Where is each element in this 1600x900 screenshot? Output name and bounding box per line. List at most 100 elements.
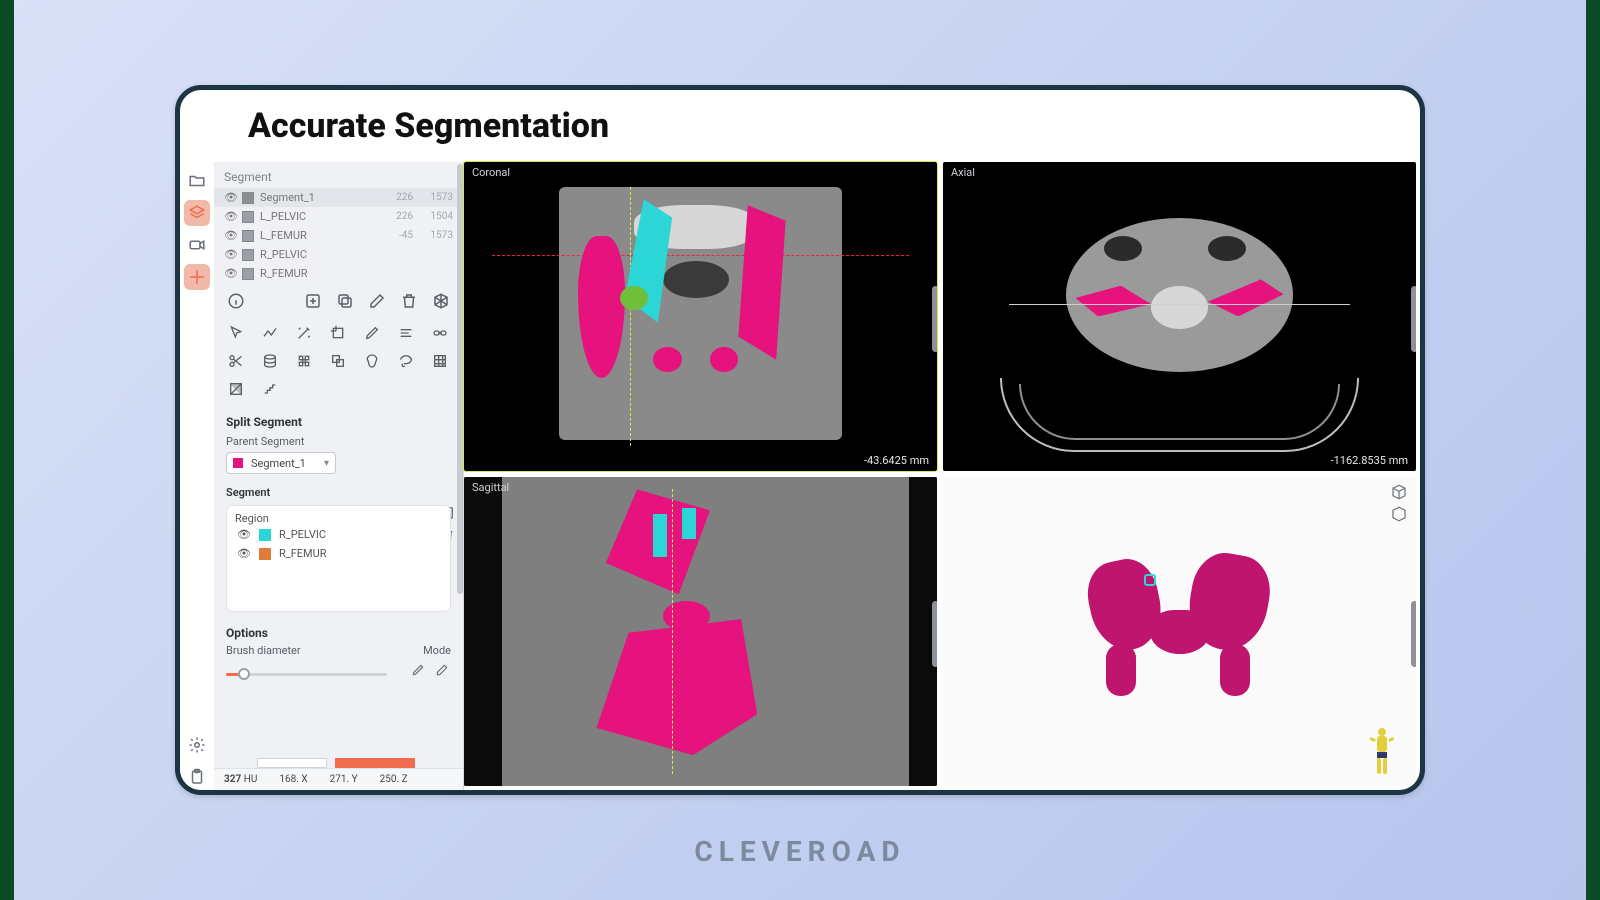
- segment-row[interactable]: 👁 Segment_1 226 1573: [214, 188, 463, 207]
- ct-artwork: [943, 162, 1416, 471]
- blob-icon[interactable]: [362, 351, 382, 371]
- view-scrollbar[interactable]: [932, 286, 937, 352]
- gear-icon[interactable]: [184, 732, 210, 758]
- segment-name: R_PELVIC: [260, 248, 373, 261]
- segment-toolbar: [214, 283, 463, 319]
- pelvis-3d: [1080, 540, 1280, 710]
- segment-row[interactable]: 👁 L_FEMUR -45 1573: [214, 226, 463, 245]
- eye-icon[interactable]: 👁: [224, 229, 236, 242]
- eye-icon[interactable]: 👁: [237, 528, 251, 541]
- tool-grid: [214, 319, 463, 407]
- clipboard-icon[interactable]: [184, 764, 210, 790]
- info-icon[interactable]: [226, 291, 246, 311]
- brand-watermark: CLEVEROAD: [0, 835, 1600, 868]
- segment-row[interactable]: 👁 L_PELVIC 226 1504: [214, 207, 463, 226]
- swatch: [259, 529, 271, 541]
- parent-segment-select[interactable]: Segment_1 ▾: [226, 452, 336, 474]
- viewer-grid: Coronal -43.6425 mm: [464, 162, 1420, 790]
- crosshair-icon[interactable]: [184, 264, 210, 290]
- view-cube[interactable]: [1390, 483, 1408, 523]
- view-label: Coronal: [472, 166, 510, 179]
- swatch: [259, 548, 271, 560]
- dup-layer-icon[interactable]: [328, 351, 348, 371]
- mesh-icon[interactable]: [431, 291, 451, 311]
- segment-row[interactable]: 👁 R_PELVIC: [214, 245, 463, 264]
- status-bar: 327 HU 168. X 271. Y 250. Z: [214, 768, 463, 790]
- puzzle-icon[interactable]: [294, 351, 314, 371]
- copy-icon[interactable]: [335, 291, 355, 311]
- status-hu: 327: [224, 774, 241, 785]
- stairs-icon[interactable]: [260, 379, 280, 399]
- device-frame: Accurate Segmentation: [175, 85, 1425, 795]
- segment-val-a: -45: [379, 230, 413, 241]
- ct-artwork: [464, 162, 937, 471]
- eye-icon[interactable]: 👁: [224, 210, 236, 223]
- eraser-icon[interactable]: [435, 663, 449, 677]
- polyline-icon[interactable]: [260, 323, 280, 343]
- eye-icon[interactable]: 👁: [237, 547, 251, 560]
- eye-icon[interactable]: 👁: [224, 248, 236, 261]
- status-z-unit: Z: [402, 774, 408, 785]
- brush-label: Brush diameter: [226, 644, 301, 657]
- status-x: 168.: [279, 774, 299, 785]
- split-title: Split Segment: [214, 407, 463, 431]
- orientation-mannequin[interactable]: [1368, 726, 1396, 778]
- grid-icon[interactable]: [430, 351, 450, 371]
- folder-icon[interactable]: [184, 168, 210, 194]
- pointer-icon[interactable]: [226, 323, 246, 343]
- view-label: Axial: [951, 166, 975, 179]
- layers-icon[interactable]: [184, 200, 210, 226]
- view-scrollbar[interactable]: [932, 601, 937, 667]
- camera-icon[interactable]: [184, 232, 210, 258]
- parent-segment-label: Parent Segment: [214, 431, 463, 450]
- region-row[interactable]: 👁 R_FEMUR: [235, 544, 442, 563]
- crop-icon[interactable]: [328, 323, 348, 343]
- chevron-down-icon: ▾: [324, 458, 329, 469]
- segment-val-b: 1573: [419, 230, 453, 241]
- swatch: [242, 268, 254, 280]
- plus-box-icon[interactable]: [303, 291, 323, 311]
- view-scrollbar[interactable]: [1411, 601, 1416, 667]
- segment-name: R_FEMUR: [260, 267, 373, 280]
- swatch: [233, 458, 243, 468]
- view-reading: -43.6425 mm: [864, 454, 929, 467]
- trash-icon[interactable]: [399, 291, 419, 311]
- eye-icon[interactable]: 👁: [224, 267, 236, 280]
- mode-label: Mode: [423, 644, 451, 657]
- wand-icon[interactable]: [294, 323, 314, 343]
- view-3d[interactable]: [943, 477, 1416, 786]
- contrast-icon[interactable]: [226, 379, 246, 399]
- eye-icon[interactable]: 👁: [224, 191, 236, 204]
- segment-row[interactable]: 👁 R_FEMUR: [214, 264, 463, 283]
- view-reading: -1162.8535 mm: [1331, 454, 1408, 467]
- swatch: [242, 211, 254, 223]
- segment-name: Segment_1: [260, 191, 373, 204]
- region-name: R_PELVIC: [279, 528, 326, 541]
- segment-val-b: 1504: [419, 211, 453, 222]
- lasso-icon[interactable]: [396, 351, 416, 371]
- view-scrollbar[interactable]: [1411, 286, 1416, 352]
- side-panel: Segment 👁 Segment_1 226 1573 👁 L_PELVIC …: [214, 162, 464, 790]
- scissors-icon[interactable]: [226, 351, 246, 371]
- view-axial[interactable]: Axial -1162.8535 mm: [943, 162, 1416, 471]
- lines-icon[interactable]: [396, 323, 416, 343]
- app: Segment 👁 Segment_1 226 1573 👁 L_PELVIC …: [180, 162, 1420, 790]
- view-coronal[interactable]: Coronal -43.6425 mm: [464, 162, 937, 471]
- pencil-icon[interactable]: [411, 663, 425, 677]
- eraser-icon[interactable]: [367, 291, 387, 311]
- page-title: Accurate Segmentation: [248, 106, 609, 146]
- status-z: 250.: [380, 774, 400, 785]
- link-icon[interactable]: [430, 323, 450, 343]
- swatch: [242, 192, 254, 204]
- view-sagittal[interactable]: Sagittal: [464, 477, 937, 786]
- segment-val-b: 1573: [419, 192, 453, 203]
- region-row[interactable]: 👁 R_PELVIC: [235, 525, 442, 544]
- pencil-icon[interactable]: [362, 323, 382, 343]
- segment-subheader: Segment: [214, 476, 463, 501]
- nav-rail: [180, 162, 214, 790]
- disk-stack-icon[interactable]: [260, 351, 280, 371]
- parent-segment-value: Segment_1: [251, 457, 306, 470]
- swatch: [242, 230, 254, 242]
- stage: Accurate Segmentation: [0, 0, 1600, 900]
- brush-slider[interactable]: [226, 667, 387, 681]
